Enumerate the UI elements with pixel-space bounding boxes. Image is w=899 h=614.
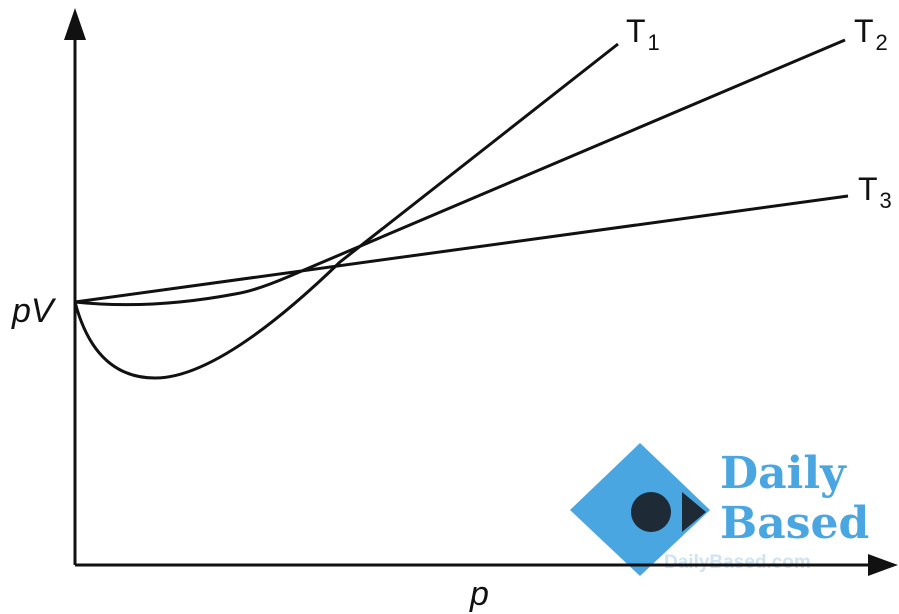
isotherm-curves (73, 38, 849, 380)
y-axis-arrowhead (64, 8, 86, 40)
curve-t2 (74, 38, 846, 307)
watermark-url: DailyBased.com (664, 552, 811, 573)
curve-t2-label: T2 (854, 13, 888, 55)
curve-t1-label: T1 (626, 13, 660, 55)
y-axis-label: pV (11, 292, 57, 330)
x-axis-label: p (469, 575, 489, 613)
curve-t3 (74, 194, 849, 304)
watermark-word-daily: Daily (720, 448, 847, 499)
curve-t3-label: T3 (858, 171, 892, 213)
watermark-logo-dark-circle (631, 492, 671, 532)
watermark-word-based: Based (720, 498, 869, 549)
curve-t1 (73, 42, 619, 380)
watermark-logo-dark-arrow (682, 492, 706, 532)
x-axis-arrowhead (868, 554, 898, 576)
axes (73, 32, 878, 567)
watermark: Daily Based DailyBased.com (570, 443, 869, 576)
